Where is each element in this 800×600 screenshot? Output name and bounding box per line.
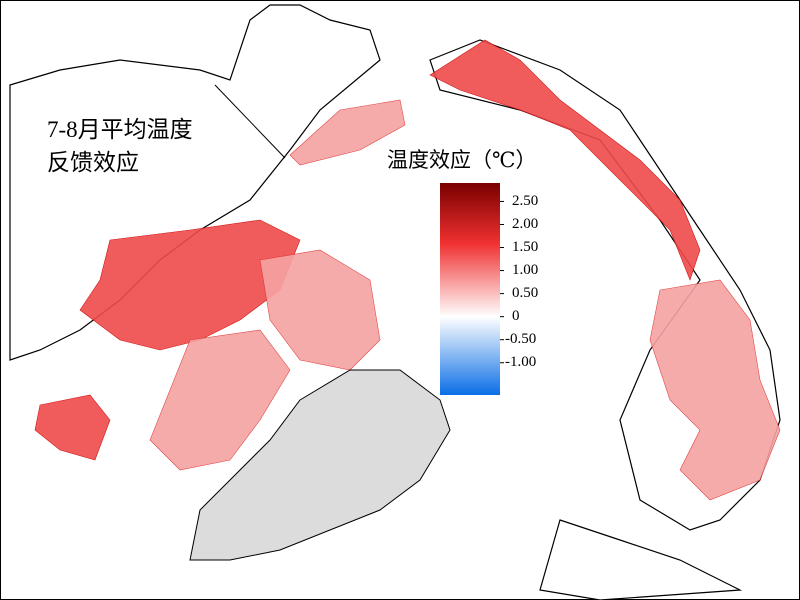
tick-label: 2.50 [512,193,538,209]
tick-label: 2.00 [512,216,538,232]
region [289,99,406,166]
title-line: 7-8月平均温度 [47,117,193,142]
greenland [189,369,451,561]
region [429,39,701,281]
leader-line [214,84,286,159]
tick-label: 0 [512,308,520,324]
region [649,279,781,501]
legend-title: 温度效应（℃） [387,148,537,172]
region [259,249,381,371]
tick-label: -1.00 [505,354,536,370]
tick-label: -0.50 [505,331,536,347]
region [149,329,291,471]
tick-label: 0.50 [512,285,538,301]
tick-label: 1.00 [512,262,538,278]
tick-label: 1.50 [512,239,538,255]
feedback-regions [34,39,781,501]
region [79,219,301,351]
europe-outline [539,519,743,600]
colorbar [440,183,500,395]
region [34,394,111,461]
title-line: 反馈效应 [47,150,139,175]
